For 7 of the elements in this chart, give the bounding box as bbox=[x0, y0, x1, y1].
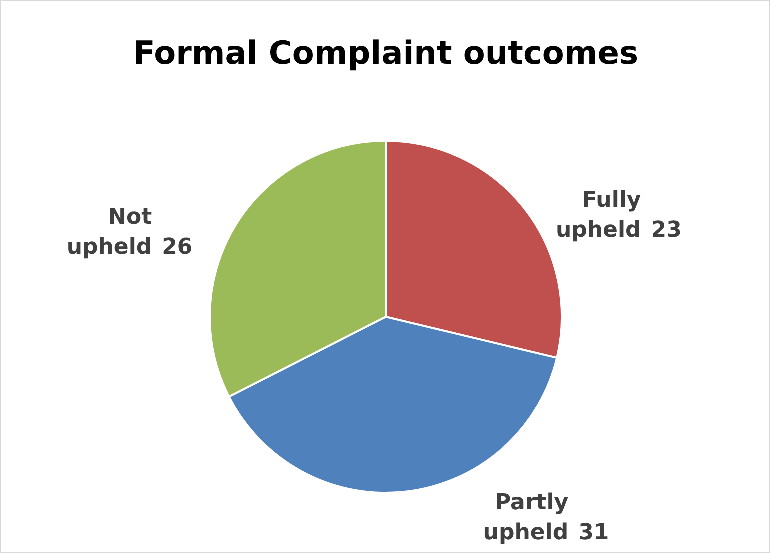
data-label: 31 bbox=[578, 520, 610, 546]
data-label: 23 bbox=[651, 218, 682, 243]
slice-label: Partly upheld bbox=[483, 490, 569, 546]
slice-label: Not upheld bbox=[66, 205, 153, 260]
slice-label: Fully upheld bbox=[556, 188, 642, 243]
chart-title: Formal Complaint outcomes bbox=[134, 34, 638, 72]
data-label: 26 bbox=[162, 235, 193, 260]
